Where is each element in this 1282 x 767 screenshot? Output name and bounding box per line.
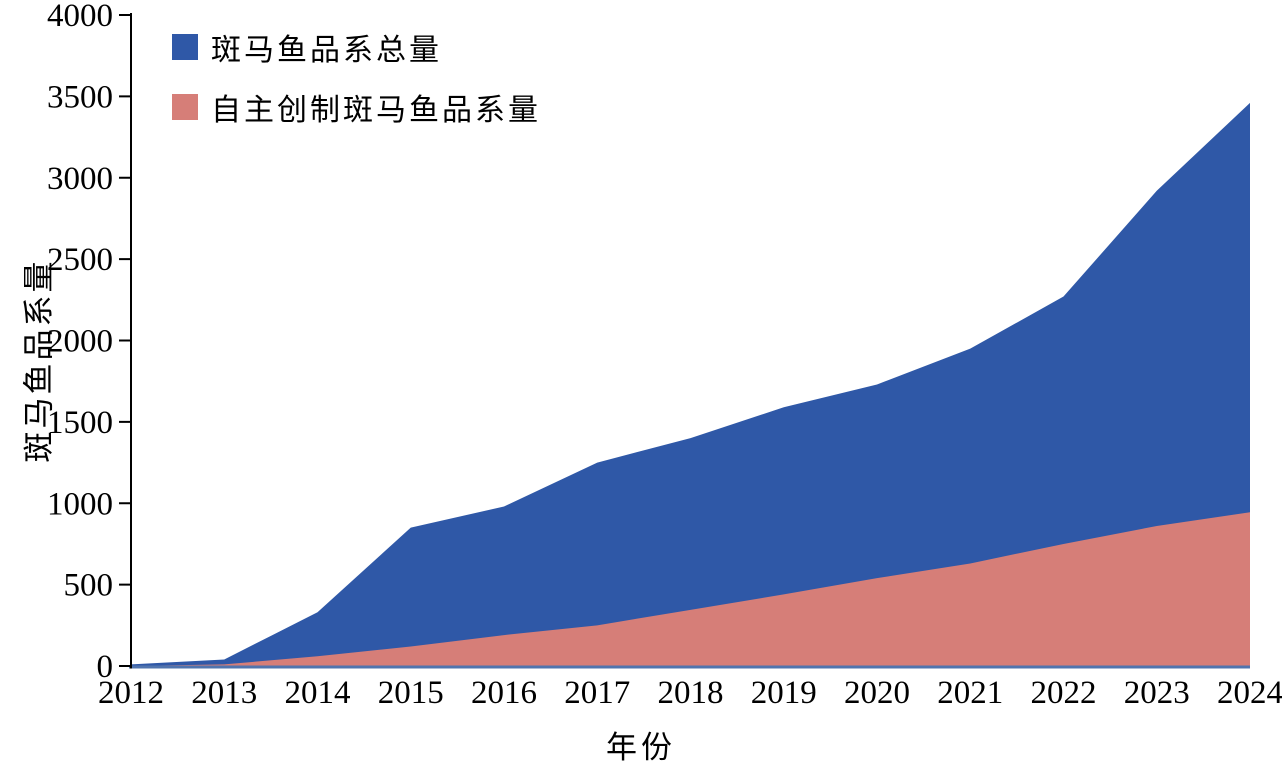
legend-swatch-self-created	[172, 94, 198, 120]
y-tick-label: 3000	[47, 161, 113, 197]
x-tick-label: 2021	[937, 675, 1003, 711]
y-tick-label: 4000	[47, 0, 113, 34]
legend-label-total: 斑马鱼品系总量	[211, 34, 442, 67]
x-tick-label: 2013	[191, 675, 257, 711]
legend-label-self-created: 自主创制斑马鱼品系量	[211, 94, 541, 127]
series-self-created-area	[131, 512, 1250, 666]
y-tick-label: 500	[64, 568, 114, 604]
series-total-area	[131, 102, 1250, 666]
x-tick-label: 2023	[1124, 675, 1190, 711]
x-axis-title: 年份	[606, 730, 676, 765]
x-tick-label: 2012	[98, 675, 164, 711]
legend-item-self-created: 自主创制斑马鱼品系量	[172, 85, 541, 129]
x-tick-label: 2015	[378, 675, 444, 711]
y-axis-title: 斑马鱼品系量	[21, 258, 57, 463]
y-tick-label: 2000	[47, 324, 113, 360]
x-tick-label: 2016	[471, 675, 537, 711]
x-tick-label: 2022	[1031, 675, 1097, 711]
x-tick-label: 2019	[751, 675, 817, 711]
legend: 斑马鱼品系总量 自主创制斑马鱼品系量	[172, 25, 541, 129]
x-tick-label: 2014	[285, 675, 351, 711]
x-tick-label: 2020	[844, 675, 910, 711]
y-tick-label: 1000	[47, 486, 113, 522]
x-tick-label: 2024	[1217, 675, 1282, 711]
x-tick-label: 2017	[564, 675, 630, 711]
legend-swatch-total	[172, 34, 198, 60]
x-tick-label: 2018	[658, 675, 724, 711]
y-tick-label: 0	[97, 649, 114, 685]
y-tick-label: 3500	[47, 79, 113, 115]
y-tick-label: 1500	[47, 405, 113, 441]
legend-item-total: 斑马鱼品系总量	[172, 25, 541, 69]
y-tick-label: 2500	[47, 242, 113, 278]
